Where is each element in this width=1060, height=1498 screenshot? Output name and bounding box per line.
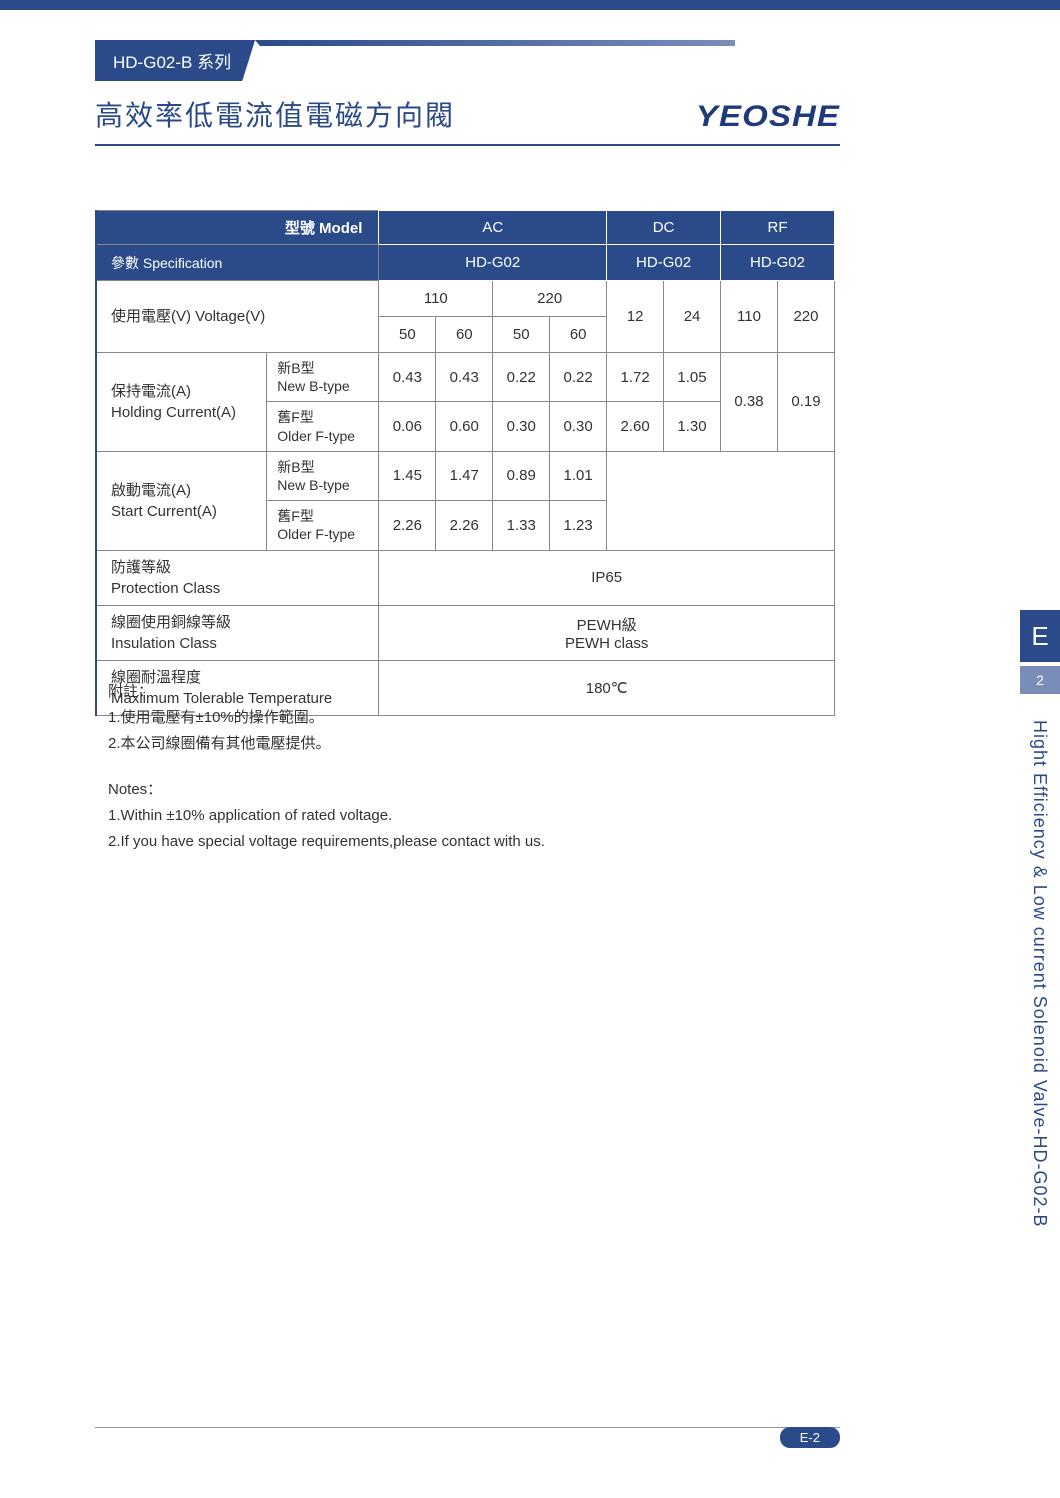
cell: 2.26: [379, 501, 436, 550]
cell: 1.05: [664, 353, 721, 402]
empty-cell: [607, 451, 835, 550]
cell: 220: [493, 281, 607, 317]
cell: 50: [379, 317, 436, 353]
cell: 12: [607, 281, 664, 353]
cell: 0.43: [379, 353, 436, 402]
start-label: 啟動電流(A) Start Current(A): [96, 451, 267, 550]
cell: 0.30: [493, 402, 550, 451]
txt: 舊F型: [277, 409, 314, 425]
note-line: 1.Within ±10% application of rated volta…: [108, 804, 808, 828]
txt: New B-type: [277, 378, 349, 394]
brand-logo: YEOSHE: [696, 100, 840, 134]
ac-model: HD-G02: [379, 245, 607, 281]
page-title: 高效率低電流值電磁方向閥: [95, 94, 455, 134]
cell: 110: [379, 281, 493, 317]
txt: Start Current(A): [111, 503, 217, 520]
txt: PEWH class: [565, 635, 648, 652]
cell: 1.01: [550, 451, 607, 500]
oldf-label: 舊F型 Older F-type: [267, 402, 379, 451]
page-number: E-2: [780, 1427, 840, 1448]
cell: 0.22: [550, 353, 607, 402]
cell: 1.23: [550, 501, 607, 550]
footer-line: [95, 1427, 840, 1428]
txt: 新B型: [277, 360, 314, 376]
dc-model: HD-G02: [607, 245, 721, 281]
cell: 0.43: [436, 353, 493, 402]
cell: 24: [664, 281, 721, 353]
cell: 220: [777, 281, 834, 353]
cell: 0.60: [436, 402, 493, 451]
notes-heading-cn: 附註：: [108, 680, 808, 704]
voltage-label: 使用電壓(V) Voltage(V): [96, 281, 379, 353]
series-tab: HD-G02-B 系列: [95, 40, 255, 81]
dc-header: DC: [607, 211, 721, 245]
side-tab-letter: E: [1020, 610, 1060, 662]
cell: 60: [550, 317, 607, 353]
cell: 0.19: [777, 353, 834, 452]
series-tab-tail: [255, 40, 735, 46]
cell: 1.33: [493, 501, 550, 550]
holding-label: 保持電流(A) Holding Current(A): [96, 353, 267, 452]
newb-label: 新B型 New B-type: [267, 353, 379, 402]
cell: 1.30: [664, 402, 721, 451]
notes-heading-en: Notes：: [108, 778, 808, 802]
cell: 110: [721, 281, 778, 353]
rf-header: RF: [721, 211, 835, 245]
oldf-label: 舊F型 Older F-type: [267, 501, 379, 550]
txt: 保持電流(A): [111, 383, 191, 400]
cell: 1.72: [607, 353, 664, 402]
txt: 線圈使用銅線等級: [111, 614, 231, 631]
cell: 0.89: [493, 451, 550, 500]
note-line: 1.使用電壓有±10%的操作範圍。: [108, 706, 808, 730]
txt: Insulation Class: [111, 635, 217, 652]
cell: 60: [436, 317, 493, 353]
note-line: 2.本公司線圈備有其他電壓提供。: [108, 732, 808, 756]
insulation-value: PEWH級 PEWH class: [379, 605, 835, 660]
cell: 0.30: [550, 402, 607, 451]
insulation-label: 線圈使用銅線等級 Insulation Class: [96, 605, 379, 660]
protection-value: IP65: [379, 550, 835, 605]
top-edge-bar: [0, 0, 1060, 10]
title-row: 高效率低電流值電磁方向閥 YEOSHE: [95, 94, 840, 146]
cell: 1.47: [436, 451, 493, 500]
rf-model: HD-G02: [721, 245, 835, 281]
cell: 50: [493, 317, 550, 353]
cell: 0.06: [379, 402, 436, 451]
protection-label: 防護等級 Protection Class: [96, 550, 379, 605]
spec-header: 參數 Specification: [96, 245, 379, 281]
spec-table: 型號 Model AC DC RF 參數 Specification HD-G0…: [95, 210, 835, 716]
txt: Older F-type: [277, 526, 355, 542]
model-header: 型號 Model: [96, 211, 379, 245]
side-vertical-text: Hight Efficiency & Low current Solenoid …: [1026, 720, 1050, 1240]
ac-header: AC: [379, 211, 607, 245]
cell: 0.22: [493, 353, 550, 402]
newb-label: 新B型 New B-type: [267, 451, 379, 500]
side-tab-number: 2: [1020, 666, 1060, 694]
txt: 舊F型: [277, 508, 314, 524]
txt: PEWH級: [577, 617, 637, 634]
txt: 防護等級: [111, 559, 171, 576]
cell: 2.26: [436, 501, 493, 550]
cell: 0.38: [721, 353, 778, 452]
txt: Protection Class: [111, 580, 220, 597]
txt: New B-type: [277, 477, 349, 493]
cell: 1.45: [379, 451, 436, 500]
notes-block: 附註： 1.使用電壓有±10%的操作範圍。 2.本公司線圈備有其他電壓提供。 N…: [108, 680, 808, 856]
txt: Holding Current(A): [111, 404, 236, 421]
cell: 2.60: [607, 402, 664, 451]
txt: Older F-type: [277, 428, 355, 444]
note-line: 2.If you have special voltage requiremen…: [108, 830, 808, 854]
txt: 啟動電流(A): [111, 482, 191, 499]
txt: 新B型: [277, 459, 314, 475]
